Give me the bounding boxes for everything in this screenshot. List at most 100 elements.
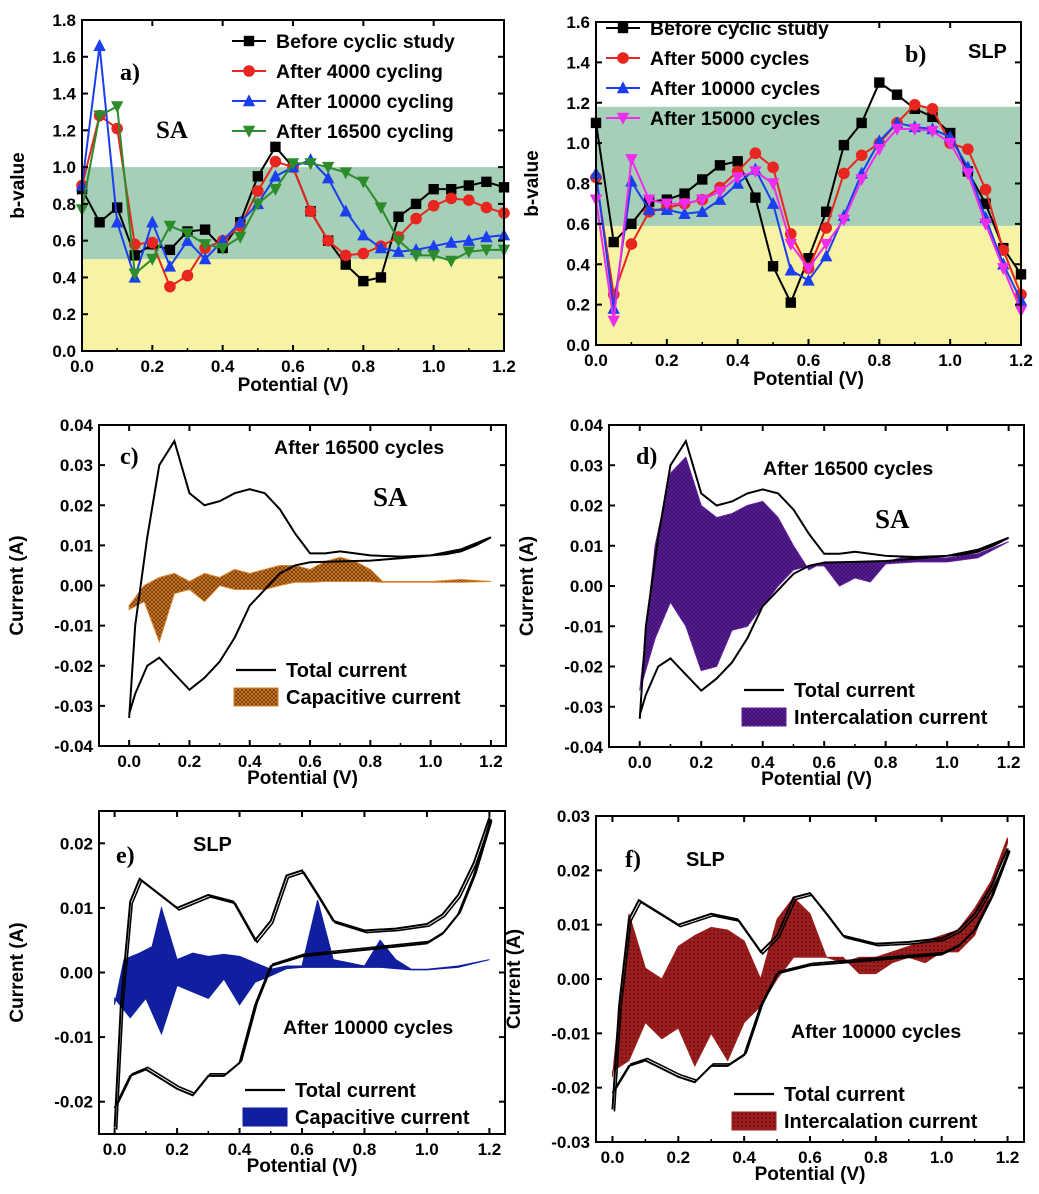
data-point [445, 255, 458, 268]
y-tick-label: 0.02 [60, 496, 93, 515]
y-tick-label: -0.04 [54, 737, 93, 756]
data-point [617, 22, 629, 34]
data-point [462, 233, 476, 246]
data-point [696, 205, 709, 217]
data-point [374, 202, 388, 215]
x-axis-title: Potential (V) [755, 1164, 866, 1185]
data-point [321, 161, 335, 174]
data-point [428, 183, 439, 195]
x-tick-label: 0.0 [70, 357, 94, 376]
legend-label: After 5000 cycles [650, 48, 810, 70]
data-point [252, 171, 264, 182]
data-point [339, 249, 352, 262]
data-point [93, 110, 106, 123]
data-point [357, 228, 370, 241]
legend-label: After 10000 cycling [276, 91, 454, 113]
x-axis-title: Potential (V) [247, 1156, 358, 1177]
y-tick-label: 0.02 [557, 861, 590, 880]
data-point [234, 215, 247, 228]
data-point [891, 89, 903, 100]
y-tick-label: 0.01 [557, 916, 590, 935]
data-point [642, 194, 656, 207]
panel-label: e) [116, 843, 135, 869]
legend: Total current Intercalation current [731, 1084, 978, 1133]
series-4 [589, 123, 1028, 328]
y-tick-label: -0.01 [564, 617, 603, 636]
x-tick-label: 0.2 [165, 1140, 189, 1159]
panel-b: 0.0 0.2 0.4 0.6 0.8 1.0 1.2 0.0 0.2 0.4 0.6 0.8 1.0 1… [522, 13, 1033, 390]
shaded-band [82, 259, 504, 351]
legend-label: Capacitive current [286, 687, 461, 709]
y-tick-label: 1.2 [566, 94, 590, 113]
y-tick-label: 0.03 [557, 807, 590, 826]
data-point [697, 174, 708, 185]
data-point [111, 122, 123, 135]
sample-tag: SLP [193, 834, 232, 856]
x-tick-label: 0.8 [353, 1140, 377, 1159]
panel-a: 0.0 0.2 0.4 0.6 0.8 1.0 1.2 0.0 0.2 0.4 0.6 0.8 1.0 1… [8, 11, 516, 396]
data-point [242, 94, 256, 107]
y-axis-title: b-value [8, 152, 29, 219]
data-point [713, 192, 727, 205]
data-point [749, 166, 762, 179]
x-tick-label: 0.0 [601, 1148, 625, 1167]
data-point [234, 231, 247, 244]
x-tick-label: 0.2 [655, 351, 679, 370]
y-tick-label: 1.0 [566, 134, 590, 153]
data-point [269, 155, 282, 168]
legend: Total current Intercalation current [741, 680, 988, 729]
data-point [321, 171, 335, 184]
legend-swatch [731, 1111, 777, 1131]
y-tick-label: 0.00 [60, 577, 93, 596]
legend-label: Total current [286, 660, 407, 682]
y-tick-label: -0.02 [564, 658, 603, 677]
y-tick-label: 0.03 [570, 456, 603, 475]
x-tick-label: 1.2 [996, 1148, 1020, 1167]
panel-caption: After 10000 cycles [791, 1021, 961, 1043]
legend-label: Before cyclic study [276, 31, 455, 53]
x-tick-label: 0.8 [864, 1148, 888, 1167]
data-point [766, 196, 780, 209]
y-tick-label: 0.4 [566, 255, 590, 274]
data-point [927, 111, 938, 123]
y-tick-label: -0.04 [564, 738, 603, 757]
data-point [625, 238, 638, 250]
sample-tag: SA [875, 504, 910, 534]
data-point [286, 158, 300, 171]
data-point [357, 247, 370, 260]
data-point [626, 218, 637, 230]
component-area [128, 556, 491, 644]
data-point [93, 39, 106, 51]
legend-label: Total current [295, 1080, 416, 1102]
y-tick-label: -0.01 [54, 617, 93, 636]
data-point [146, 253, 159, 266]
data-point [445, 235, 458, 248]
data-point [979, 183, 992, 196]
x-tick-label: 0.0 [117, 752, 141, 771]
data-point [110, 101, 124, 114]
data-point [410, 198, 422, 210]
data-point [304, 158, 317, 171]
x-tick-label: 0.0 [628, 753, 652, 772]
x-tick-label: 0.6 [290, 1140, 314, 1159]
x-tick-label: 0.6 [797, 351, 821, 370]
x-tick-label: 1.2 [1009, 351, 1033, 370]
data-point [625, 154, 638, 166]
x-tick-label: 0.4 [726, 351, 750, 370]
x-tick-label: 1.0 [419, 752, 443, 771]
x-tick-label: 0.6 [298, 752, 322, 771]
data-point [463, 194, 475, 207]
y-tick-label: 0.4 [52, 268, 76, 287]
x-axis-title: Potential (V) [238, 375, 349, 396]
data-point [873, 143, 886, 156]
legend-label: After 16500 cycling [276, 121, 454, 143]
component-area [639, 456, 1009, 691]
legend-swatch [242, 1107, 288, 1127]
y-tick-label: 0.0 [566, 336, 590, 355]
data-point [480, 201, 493, 214]
sample-tag: SA [373, 482, 408, 512]
y-tick-label: 0.8 [52, 195, 76, 214]
data-point [339, 167, 352, 180]
data-point [731, 172, 744, 185]
y-tick-label: 1.4 [52, 85, 76, 104]
